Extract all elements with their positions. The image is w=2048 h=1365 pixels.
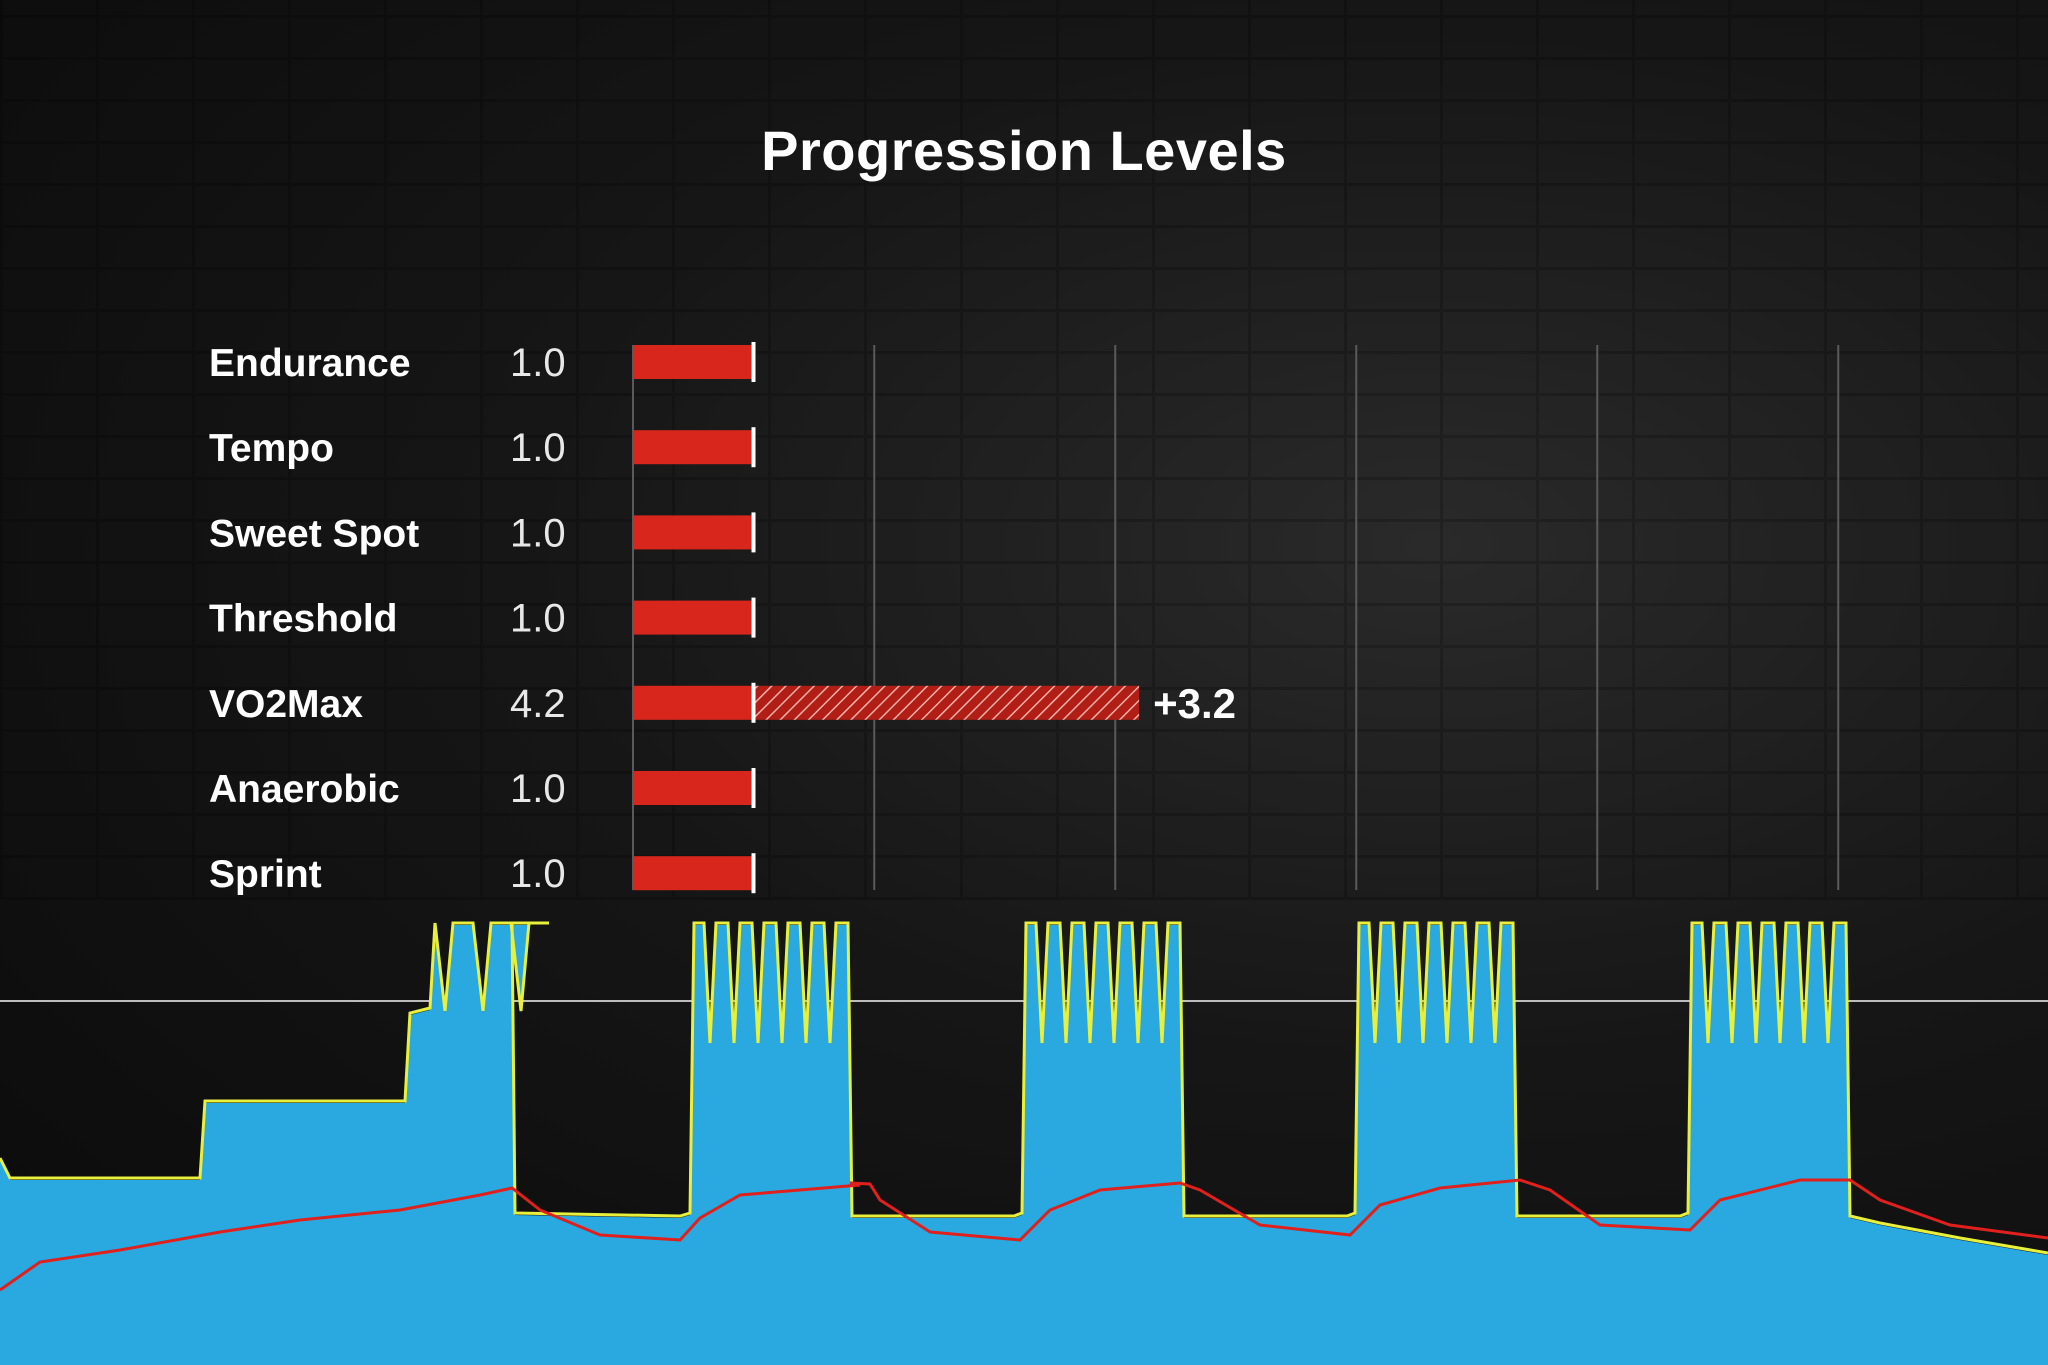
level-marker [751, 597, 756, 638]
value-label: 1.0 [510, 597, 566, 641]
heart-rate-line [0, 1178, 2048, 1292]
level-marker [751, 427, 756, 468]
bar [633, 685, 754, 720]
workout-graph [0, 921, 2048, 1365]
level-marker [751, 342, 756, 382]
grid-lines [632, 345, 1840, 890]
increase-bar [753, 685, 1140, 720]
bar [633, 856, 754, 891]
category-label: Sprint [209, 853, 322, 896]
level-marker [751, 682, 756, 723]
value-label: 1.0 [510, 511, 566, 555]
bar [633, 345, 754, 379]
value-label: 4.2 [510, 682, 566, 726]
category-label: Tempo [209, 427, 334, 470]
category-label: Endurance [209, 342, 411, 385]
level-marker [751, 768, 756, 808]
bar [633, 515, 754, 550]
category-label: Anaerobic [209, 768, 400, 811]
level-marker [751, 512, 756, 553]
value-label: 1.0 [510, 767, 566, 811]
value-label: 1.0 [510, 852, 566, 896]
bar [633, 771, 754, 805]
category-label: VO2Max [209, 683, 363, 726]
chart-title: Progression Levels [761, 119, 1287, 182]
bar [633, 600, 754, 635]
category-label: Sweet Spot [209, 512, 419, 555]
increase-label: +3.2 [1153, 680, 1236, 727]
value-label: 1.0 [510, 341, 566, 385]
bar [633, 430, 754, 465]
category-label: Threshold [209, 598, 398, 641]
target-power-line [0, 921, 2048, 1255]
value-label: 1.0 [510, 426, 566, 470]
level-marker [751, 853, 756, 894]
bars: Endurance 1.0 Tempo 1.0 Sweet Spot 1.0 Thresho… [209, 341, 1236, 896]
